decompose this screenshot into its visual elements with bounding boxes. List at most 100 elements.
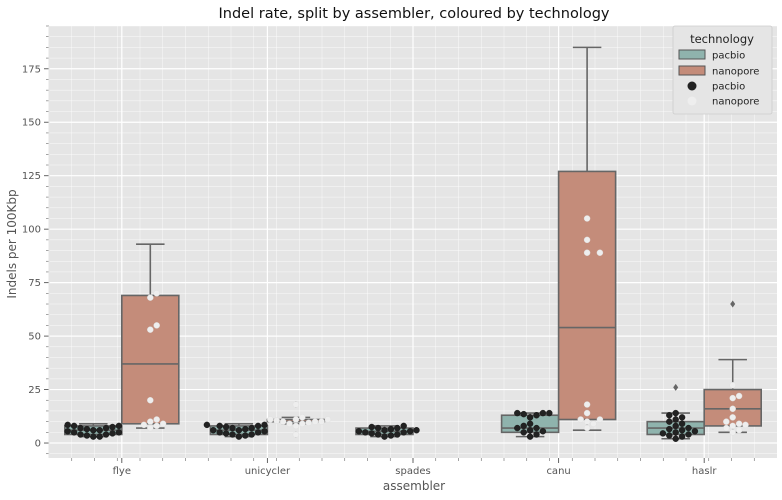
point-pacbio	[248, 431, 255, 438]
point-nanopore	[318, 418, 325, 425]
y-tick-label: 25	[28, 385, 41, 396]
point-nanopore	[273, 417, 280, 424]
point-pacbio	[64, 428, 71, 435]
point-pacbio	[666, 425, 673, 433]
point-pacbio	[115, 422, 123, 430]
point-nanopore	[267, 416, 274, 423]
point-pacbio	[229, 431, 236, 438]
x-tick-label: canu	[546, 466, 570, 477]
point-pacbio	[533, 412, 540, 419]
y-axis-label: Indels per 100Kbp	[5, 189, 19, 298]
point-nanopore	[299, 414, 306, 421]
y-tick-label: 75	[28, 278, 41, 289]
x-tick-label: haslr	[692, 466, 717, 477]
point-pacbio	[394, 431, 401, 438]
point-pacbio	[235, 426, 243, 434]
point-pacbio	[109, 423, 116, 431]
point-nanopore	[305, 419, 312, 426]
point-pacbio	[539, 428, 547, 435]
point-nanopore	[153, 416, 160, 423]
point-pacbio	[387, 432, 395, 439]
point-nanopore	[153, 422, 160, 430]
point-nanopore	[153, 322, 160, 329]
point-nanopore	[147, 418, 154, 425]
y-tick-label: 125	[22, 171, 41, 182]
x-tick-label: unicycler	[245, 466, 291, 477]
point-nanopore	[153, 290, 160, 297]
point-pacbio	[70, 429, 78, 436]
point-nanopore	[159, 420, 167, 427]
point-nanopore	[286, 420, 293, 427]
point-nanopore	[147, 326, 154, 333]
box-nanopore-canu	[557, 170, 617, 421]
point-pacbio	[678, 433, 686, 440]
point-nanopore	[292, 422, 300, 430]
x-axis-label: assembler	[383, 479, 445, 493]
point-pacbio	[672, 416, 679, 423]
legend: technology pacbio nanopore pacbio nanopo…	[672, 25, 773, 115]
point-pacbio	[406, 428, 414, 435]
point-pacbio	[526, 420, 534, 427]
point-nanopore	[147, 397, 154, 404]
chart-title: Indel rate, split by assembler, coloured…	[219, 6, 610, 22]
y-tick-label: 100	[22, 225, 41, 236]
point-pacbio	[248, 424, 255, 432]
point-pacbio	[222, 423, 230, 431]
legend-swatch-pacbio-point	[687, 81, 697, 91]
point-nanopore	[729, 405, 736, 413]
point-pacbio	[102, 424, 110, 432]
y-tick-label: 0	[35, 439, 41, 450]
point-pacbio	[216, 429, 223, 436]
point-pacbio	[216, 422, 223, 430]
point-pacbio	[96, 426, 103, 434]
point-pacbio	[685, 424, 692, 432]
point-pacbio	[203, 421, 211, 429]
legend-swatch-nanopore-box	[678, 65, 706, 76]
point-pacbio	[242, 432, 249, 439]
box-nanopore-flye	[121, 294, 180, 425]
point-nanopore	[583, 236, 591, 244]
point-pacbio	[102, 431, 110, 438]
point-nanopore	[147, 294, 154, 301]
point-nanopore	[147, 424, 154, 432]
point-pacbio	[678, 420, 686, 427]
point-nanopore	[324, 416, 332, 423]
point-pacbio	[64, 421, 71, 429]
point-nanopore	[735, 420, 743, 427]
point-nanopore	[735, 426, 743, 434]
point-pacbio	[666, 418, 673, 425]
swarm-points	[64, 215, 749, 442]
point-pacbio	[242, 425, 249, 433]
point-pacbio	[520, 410, 527, 418]
point-pacbio	[83, 432, 91, 439]
point-nanopore	[590, 420, 597, 427]
point-pacbio	[235, 433, 243, 440]
point-pacbio	[355, 428, 363, 435]
point-pacbio	[77, 424, 84, 432]
point-pacbio	[666, 432, 673, 439]
legend-frame	[672, 25, 773, 115]
point-nanopore	[583, 249, 591, 256]
point-pacbio	[672, 429, 679, 436]
legend-swatch-pacbio-box	[678, 49, 706, 60]
point-pacbio	[362, 429, 369, 436]
point-pacbio	[261, 421, 268, 429]
y-tick-label: 50	[28, 332, 41, 343]
point-nanopore	[729, 422, 736, 430]
point-nanopore	[596, 416, 604, 423]
point-pacbio	[222, 430, 230, 437]
point-pacbio	[210, 426, 217, 434]
point-pacbio	[678, 414, 686, 421]
legend-title: technology	[690, 32, 754, 46]
point-pacbio	[533, 424, 540, 432]
point-pacbio	[90, 426, 97, 434]
point-pacbio	[254, 422, 262, 430]
point-nanopore	[583, 418, 591, 425]
point-pacbio	[77, 431, 84, 438]
point-pacbio	[514, 409, 521, 417]
point-pacbio	[261, 428, 268, 435]
point-pacbio	[546, 409, 553, 417]
point-pacbio	[90, 433, 97, 440]
point-nanopore	[583, 424, 591, 432]
point-pacbio	[413, 426, 420, 434]
